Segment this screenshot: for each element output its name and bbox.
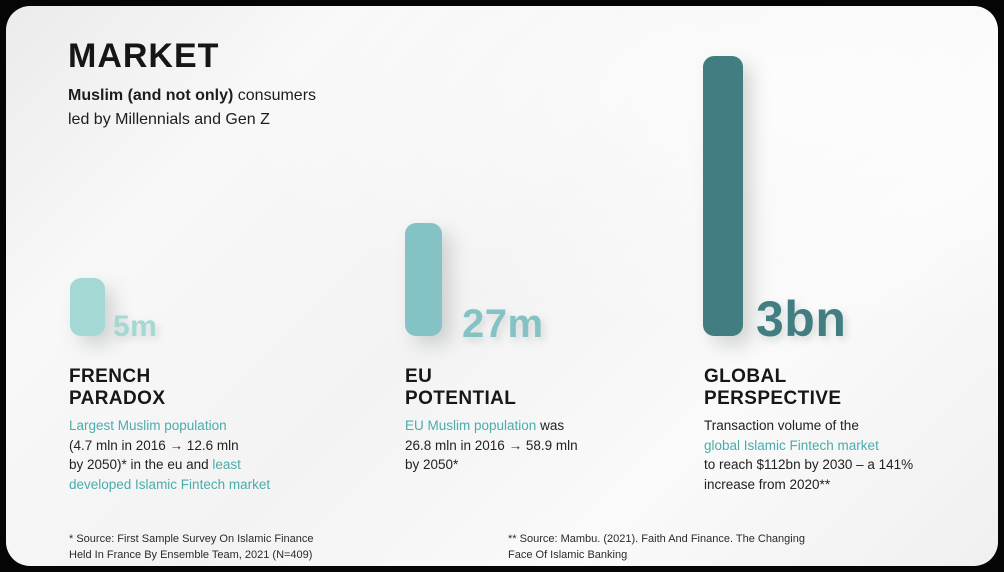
desc-segment: was — [536, 418, 565, 433]
footnote-source-2: ** Source: Mambu. (2021). Faith And Fina… — [508, 532, 805, 563]
slide-title: MARKET — [68, 37, 220, 75]
footnote-line: Held In France By Ensemble Team, 2021 (N… — [69, 548, 313, 561]
bar-eu-potential — [405, 223, 442, 336]
value-french-paradox: 5m — [113, 310, 158, 343]
slide-card: MARKET Muslim (and not only) consumers le… — [6, 6, 998, 566]
heading-line: FRENCH — [69, 366, 151, 387]
subtitle-emphasis: Muslim (and not only) — [68, 87, 234, 104]
desc-segment: Transaction volume of the — [704, 418, 859, 433]
desc-segment: increase from 2020** — [704, 476, 831, 492]
desc-french-paradox: Largest Muslim population (4.7 mln in 201… — [69, 416, 369, 494]
desc-segment: global Islamic Fintech market — [704, 437, 879, 453]
subtitle-line2: led by Millennials and Gen Z — [68, 111, 270, 128]
bar-french-paradox — [70, 278, 105, 336]
value-eu-potential: 27m — [462, 302, 544, 346]
footnote-line: * Source: First Sample Survey On Islamic… — [69, 533, 314, 545]
desc-segment: 26.8 mln in 2016 → 58.9 mln — [405, 437, 578, 453]
heading-line: POTENTIAL — [405, 388, 517, 409]
footnote-line: Face Of Islamic Banking — [508, 548, 628, 561]
desc-segment: developed Islamic Fintech market — [69, 476, 271, 492]
desc-segment: Largest Muslim population — [69, 418, 227, 433]
heading-line: PARADOX — [69, 388, 166, 409]
slide-subtitle: Muslim (and not only) consumers led by Mi… — [68, 84, 316, 132]
value-global-perspective: 3bn — [756, 291, 847, 347]
heading-line: EU — [405, 366, 433, 387]
desc-segment: least — [212, 457, 241, 472]
heading-line: PERSPECTIVE — [704, 388, 842, 409]
desc-global-perspective: Transaction volume of the global Islamic … — [704, 416, 998, 494]
subtitle-rest: consumers — [233, 87, 317, 104]
footnote-line: ** Source: Mambu. (2021). Faith And Fina… — [508, 533, 805, 545]
desc-segment: by 2050* — [405, 457, 459, 472]
heading-french-paradox: FRENCH PARADOX — [69, 366, 165, 410]
desc-eu-potential: EU Muslim population was 26.8 mln in 2016… — [405, 416, 705, 475]
heading-line: GLOBAL — [704, 366, 787, 387]
desc-segment: (4.7 mln in 2016 → 12.6 mln — [69, 437, 239, 453]
footnote-source-1: * Source: First Sample Survey On Islamic… — [69, 532, 314, 563]
desc-segment: to reach $112bn by 2030 – a 141% — [704, 457, 914, 472]
heading-eu-potential: EU POTENTIAL — [405, 366, 516, 410]
desc-segment: EU Muslim population — [405, 418, 537, 433]
bar-global-perspective — [703, 56, 743, 336]
heading-global-perspective: GLOBAL PERSPECTIVE — [704, 366, 841, 410]
desc-segment: by 2050)* in the eu and — [69, 457, 213, 472]
